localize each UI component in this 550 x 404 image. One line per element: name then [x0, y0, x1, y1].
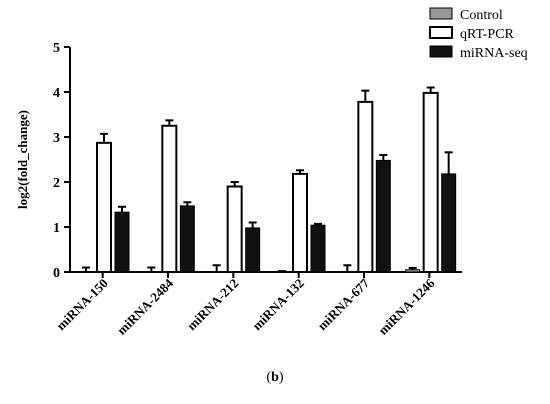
bar [441, 173, 457, 273]
bar [96, 141, 112, 273]
legend-label: qRT-PCR [460, 27, 515, 42]
y-tick-label: 1 [53, 221, 60, 236]
bar [405, 269, 421, 273]
bar [179, 205, 195, 273]
bar [292, 172, 308, 273]
legend-label: miRNA-seq [460, 46, 528, 61]
y-axis-title: log2(fold_change) [15, 110, 30, 209]
y-tick-label: 4 [53, 86, 60, 101]
legend-swatch [429, 45, 453, 58]
figure-caption: (b) [0, 370, 550, 386]
y-tick-label: 0 [53, 266, 60, 281]
caption-letter: b [271, 370, 279, 385]
bar [226, 185, 243, 273]
x-tick-label: miRNA-677 [315, 275, 373, 333]
chart-axes [64, 46, 462, 278]
bar [114, 211, 130, 273]
caption-open: ( [266, 370, 272, 385]
y-tick-label: 5 [53, 41, 60, 56]
legend-label: Control [460, 8, 503, 23]
chart-bars [82, 86, 457, 274]
bar [245, 227, 261, 273]
bar [161, 124, 178, 273]
bar [422, 91, 439, 274]
y-tick-label: 2 [53, 176, 60, 191]
caption-close: ) [278, 370, 284, 385]
bar [375, 159, 391, 273]
bar [310, 224, 326, 273]
x-tick-label: miRNA-150 [53, 276, 111, 334]
bar [357, 100, 374, 274]
y-tick-label: 3 [53, 131, 60, 146]
chart-legend: Control qRT-PCR miRNA-seq [429, 7, 528, 61]
legend-swatch [429, 7, 453, 20]
chart-labels: 0 1 2 3 4 5 log2(fold_change) miRNA-150 miRNA-24… [15, 41, 438, 338]
x-tick-label: miRNA-212 [184, 276, 242, 334]
x-tick-label: miRNA-1246 [375, 275, 438, 338]
x-tick-label: miRNA-2484 [114, 275, 177, 338]
legend-swatch [429, 26, 453, 39]
x-tick-label: miRNA-132 [249, 276, 307, 334]
